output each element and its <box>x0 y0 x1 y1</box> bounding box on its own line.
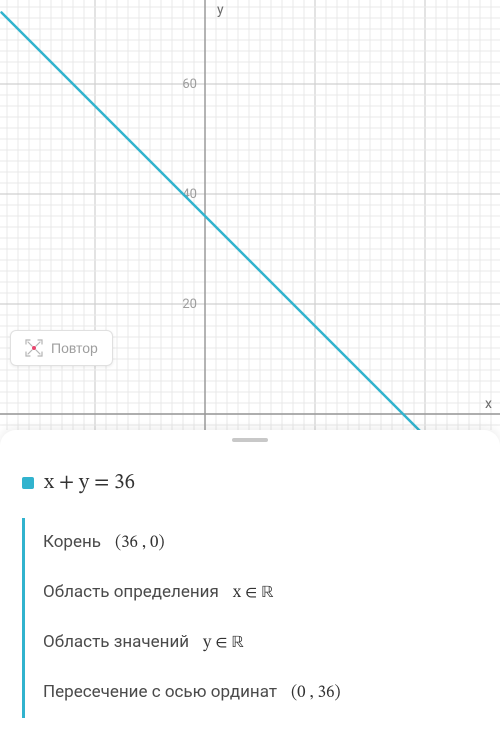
info-row-range[interactable]: Область значений y ∈ ℝ <box>43 618 500 668</box>
equation-text: x + y = 36 <box>44 470 135 496</box>
chart-area: 204060 y x Повтор <box>0 0 500 430</box>
equation-color-swatch <box>22 477 34 489</box>
repeat-button-label: Повтор <box>51 340 98 356</box>
info-label: Пересечение с осью ординат <box>43 682 277 702</box>
info-row-root[interactable]: Корень (36 , 0) <box>43 518 500 568</box>
recenter-icon <box>25 339 43 357</box>
info-value: (36 , 0) <box>115 533 165 554</box>
y-axis-label: y <box>217 2 224 18</box>
equation-info-list: Корень (36 , 0) Область определения x ∈ … <box>22 518 500 718</box>
equation-row[interactable]: x + y = 36 <box>0 460 500 518</box>
sheet-handle[interactable] <box>232 438 268 442</box>
svg-text:60: 60 <box>182 77 197 92</box>
repeat-button[interactable]: Повтор <box>10 330 113 366</box>
info-row-yintercept[interactable]: Пересечение с осью ординат (0 , 36) <box>43 668 500 718</box>
info-row-domain[interactable]: Область определения x ∈ ℝ <box>43 568 500 618</box>
info-sheet: x + y = 36 Корень (36 , 0) Область опред… <box>0 430 500 753</box>
info-value: (0 , 36) <box>291 683 341 704</box>
info-value: x ∈ ℝ <box>233 583 274 604</box>
info-value: y ∈ ℝ <box>203 633 244 654</box>
info-label: Корень <box>43 532 101 552</box>
x-axis-label: x <box>485 396 492 412</box>
svg-text:20: 20 <box>182 297 197 312</box>
info-label: Область значений <box>43 632 189 652</box>
info-label: Область определения <box>43 582 219 602</box>
